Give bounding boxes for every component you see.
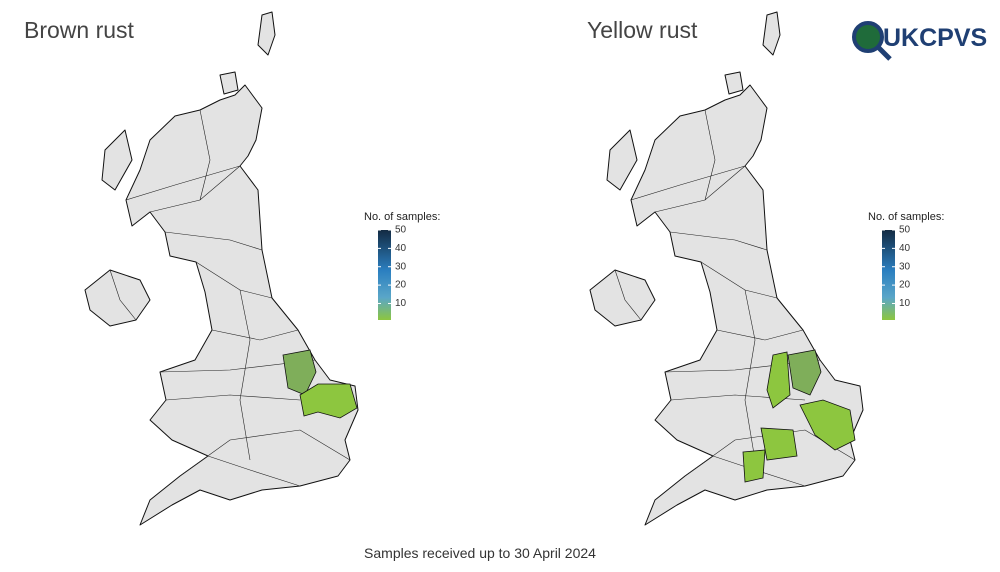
legend-title: No. of samples:: [868, 211, 944, 223]
logo: UKCPVS: [852, 21, 987, 61]
legend-tick-label: 10: [395, 298, 407, 309]
map: [84, 11, 359, 526]
legend-title: No. of samples:: [364, 211, 440, 223]
legend-tick-label: 40: [395, 243, 407, 254]
legend-tick-label: 50: [395, 225, 407, 236]
caption: Samples received up to 30 April 2024: [364, 545, 596, 561]
legend-tick-label: 30: [395, 261, 407, 272]
legend-tick-label: 20: [899, 280, 911, 291]
legend-tick-label: 50: [899, 225, 911, 236]
map-title: Yellow rust: [587, 17, 698, 43]
legend-tick-label: 40: [899, 243, 911, 254]
colorbar: [882, 230, 895, 320]
colorbar: [378, 230, 391, 320]
map: [589, 11, 864, 526]
map-title: Brown rust: [24, 17, 135, 43]
logo-text: UKCPVS: [883, 24, 987, 52]
legend-tick-label: 20: [395, 280, 407, 291]
legend-tick-label: 30: [899, 261, 911, 272]
legend-tick-label: 10: [899, 298, 911, 309]
